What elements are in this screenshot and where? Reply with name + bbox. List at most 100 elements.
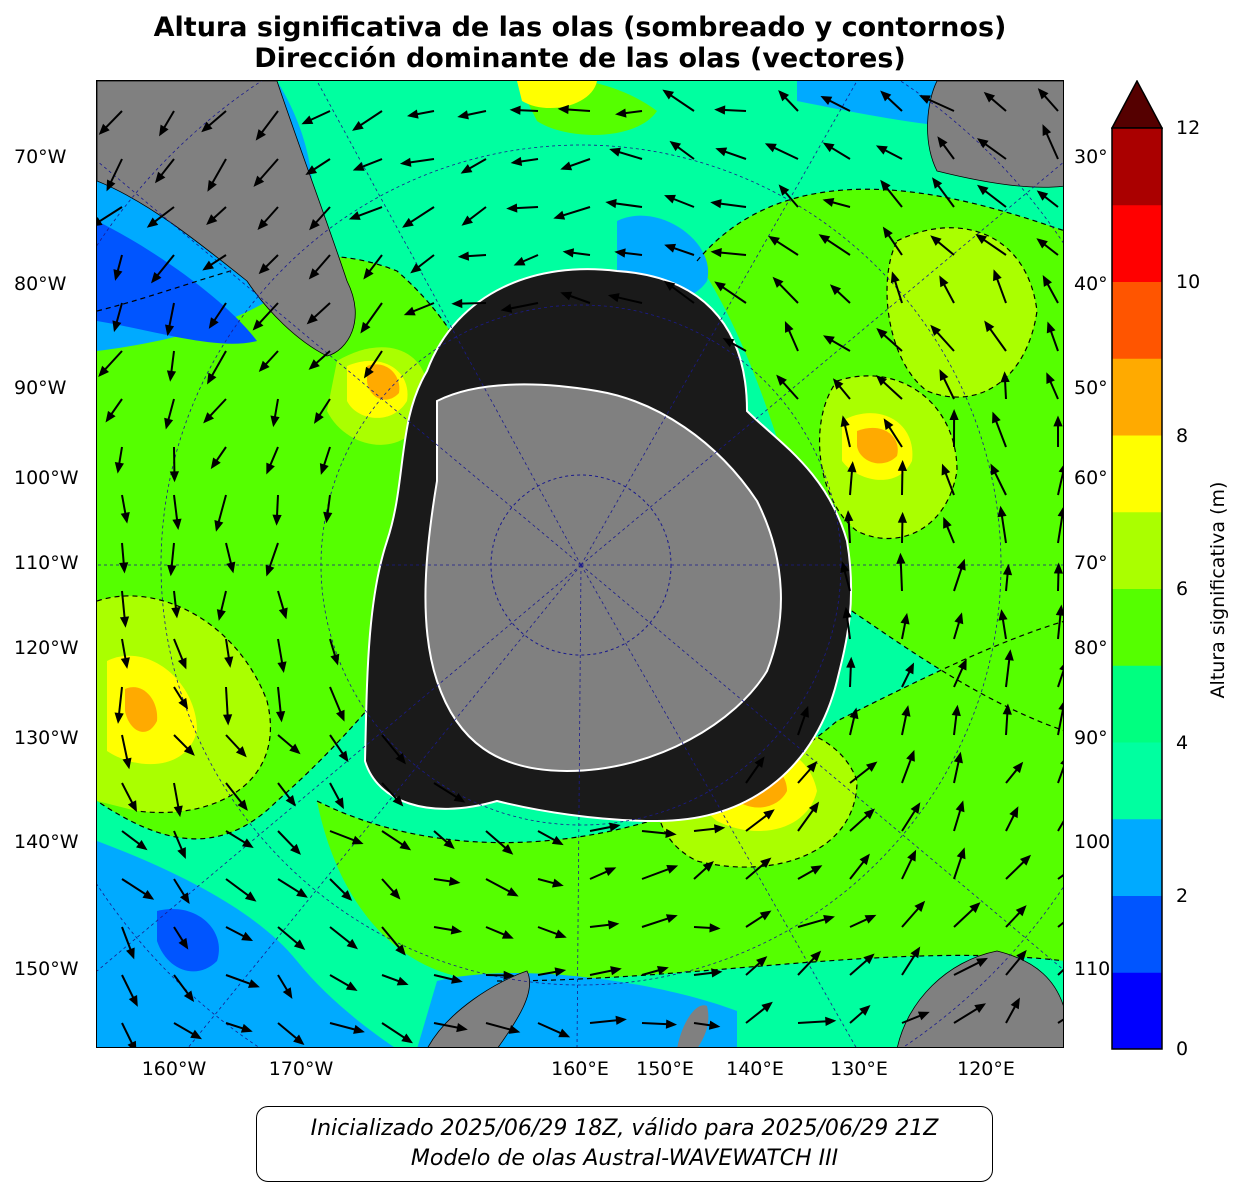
wave-vector-head: [932, 177, 943, 189]
wave-vector-head: [451, 974, 463, 984]
band-7-8-east: [857, 427, 898, 464]
land-tasmania: [677, 1005, 709, 1047]
wave-vector-head: [825, 1016, 837, 1026]
wave-vector-head: [98, 123, 110, 135]
wave-vector-head: [216, 609, 226, 621]
wave-vector-head: [146, 217, 159, 228]
wave-vector-head: [155, 171, 166, 184]
wave-vector-head: [822, 197, 835, 207]
wave-vector-head: [1053, 415, 1063, 427]
left-label-140w: 140°W: [14, 831, 79, 853]
wave-vector-head: [937, 136, 948, 148]
wave-vector-head: [1046, 372, 1055, 385]
wave-vector-head: [557, 104, 569, 115]
wave-vector-head: [190, 1029, 203, 1040]
wave-vector-head: [810, 865, 823, 875]
wave-vector-head: [863, 808, 876, 820]
right-label-60: 60°: [1074, 467, 1108, 489]
wave-vector-head: [177, 657, 187, 670]
wave-vector-head: [278, 607, 288, 620]
footer-line-2: Modelo de olas Austral-WAVEWATCH III: [410, 1146, 839, 1171]
wave-vector-head: [257, 218, 269, 231]
wave-vector-head: [709, 923, 721, 933]
map-canvas: [97, 81, 1063, 1047]
wave-vector-head: [955, 800, 965, 813]
wave-vector-head: [806, 761, 818, 773]
wave-vector-head: [897, 459, 908, 471]
wave-vector-head: [453, 792, 466, 803]
wave-vector-head: [976, 957, 988, 967]
wave-vector-head: [179, 892, 190, 905]
wave-vector-head: [553, 210, 566, 220]
wave-vector-head: [207, 179, 217, 192]
wave-vector-head: [451, 298, 463, 309]
colorbar-band: [1112, 358, 1162, 436]
wave-vector-head: [126, 947, 135, 960]
wave-vector-head: [1042, 124, 1052, 136]
wave-vector-head: [237, 799, 248, 811]
wave-vector-head: [951, 704, 961, 717]
wave-vector-head: [113, 269, 123, 281]
wave-vector-head: [760, 857, 772, 869]
wave-vector-head: [457, 110, 469, 120]
wave-vector-head: [784, 320, 794, 333]
right-label-30: 30°: [1074, 146, 1108, 168]
wave-vector-head: [506, 203, 518, 213]
wave-vector-head: [166, 370, 177, 382]
wave-vector-head: [823, 915, 835, 924]
colorbar-band: [1112, 511, 1162, 589]
wave-vector-head: [1009, 806, 1019, 819]
wave-vector-head: [173, 805, 183, 818]
wave-vector-head: [897, 511, 908, 523]
wave-vector-head: [403, 306, 416, 316]
wave-vector-head: [289, 743, 301, 755]
right-label-40: 40°: [1074, 273, 1108, 295]
wave-vector-head: [277, 661, 287, 673]
wave-vector-head: [341, 890, 353, 902]
bottom-label-140e: 140°E: [726, 1058, 784, 1080]
right-label-50: 50°: [1074, 377, 1108, 399]
wave-vector-head: [395, 944, 406, 956]
wave-vector-head: [336, 709, 345, 722]
wave-vector-head: [266, 462, 275, 475]
wave-vector-head: [1000, 371, 1010, 383]
wave-vector-head: [457, 251, 470, 261]
wave-vector-head: [930, 235, 942, 246]
wave-vector-head: [172, 518, 182, 530]
wave-vector-head: [554, 929, 567, 939]
wave-vector-head: [941, 463, 951, 476]
wave-vector-head: [702, 861, 714, 872]
wave-vector-head: [1036, 238, 1048, 249]
wave-vector-head: [859, 1005, 871, 1016]
wave-vector-head: [800, 705, 809, 718]
right-label-70: 70°: [1074, 552, 1108, 574]
title-line-2: Dirección dominante de las olas (vectore…: [254, 43, 906, 74]
wave-vector-head: [183, 744, 195, 756]
wave-vector-head: [998, 609, 1008, 621]
wave-vector-head: [849, 707, 859, 720]
wave-vector-head: [1019, 854, 1032, 866]
wave-vector-head: [714, 105, 726, 115]
wave-vector-head: [669, 140, 682, 152]
wave-vector-head: [293, 1034, 305, 1046]
wave-vector-head: [334, 797, 344, 810]
wave-vector-head: [360, 321, 371, 334]
wave-vector-head: [930, 324, 942, 336]
wave-vector-head: [984, 320, 995, 333]
wave-vector-head: [990, 463, 1000, 476]
wave-vector-head: [513, 256, 526, 266]
wave-vector: [1057, 468, 1063, 496]
wave-vector-head: [919, 95, 931, 104]
wave-vector-head: [296, 887, 308, 898]
wave-vector-head: [823, 335, 835, 345]
wave-vector-head: [901, 705, 911, 717]
colorbar-tick-2: 2: [1176, 885, 1189, 907]
wave-vector-head: [772, 276, 784, 288]
wave-vector-head: [346, 938, 359, 950]
footer-box: Inicializado 2025/06/29 18Z, válido para…: [256, 1106, 993, 1182]
wave-vector-head: [614, 248, 626, 258]
wave-vector-head: [754, 756, 765, 768]
wave-vector-head: [663, 280, 676, 291]
wave-vector-head: [401, 1033, 413, 1044]
right-label-110: 110: [1074, 958, 1111, 980]
